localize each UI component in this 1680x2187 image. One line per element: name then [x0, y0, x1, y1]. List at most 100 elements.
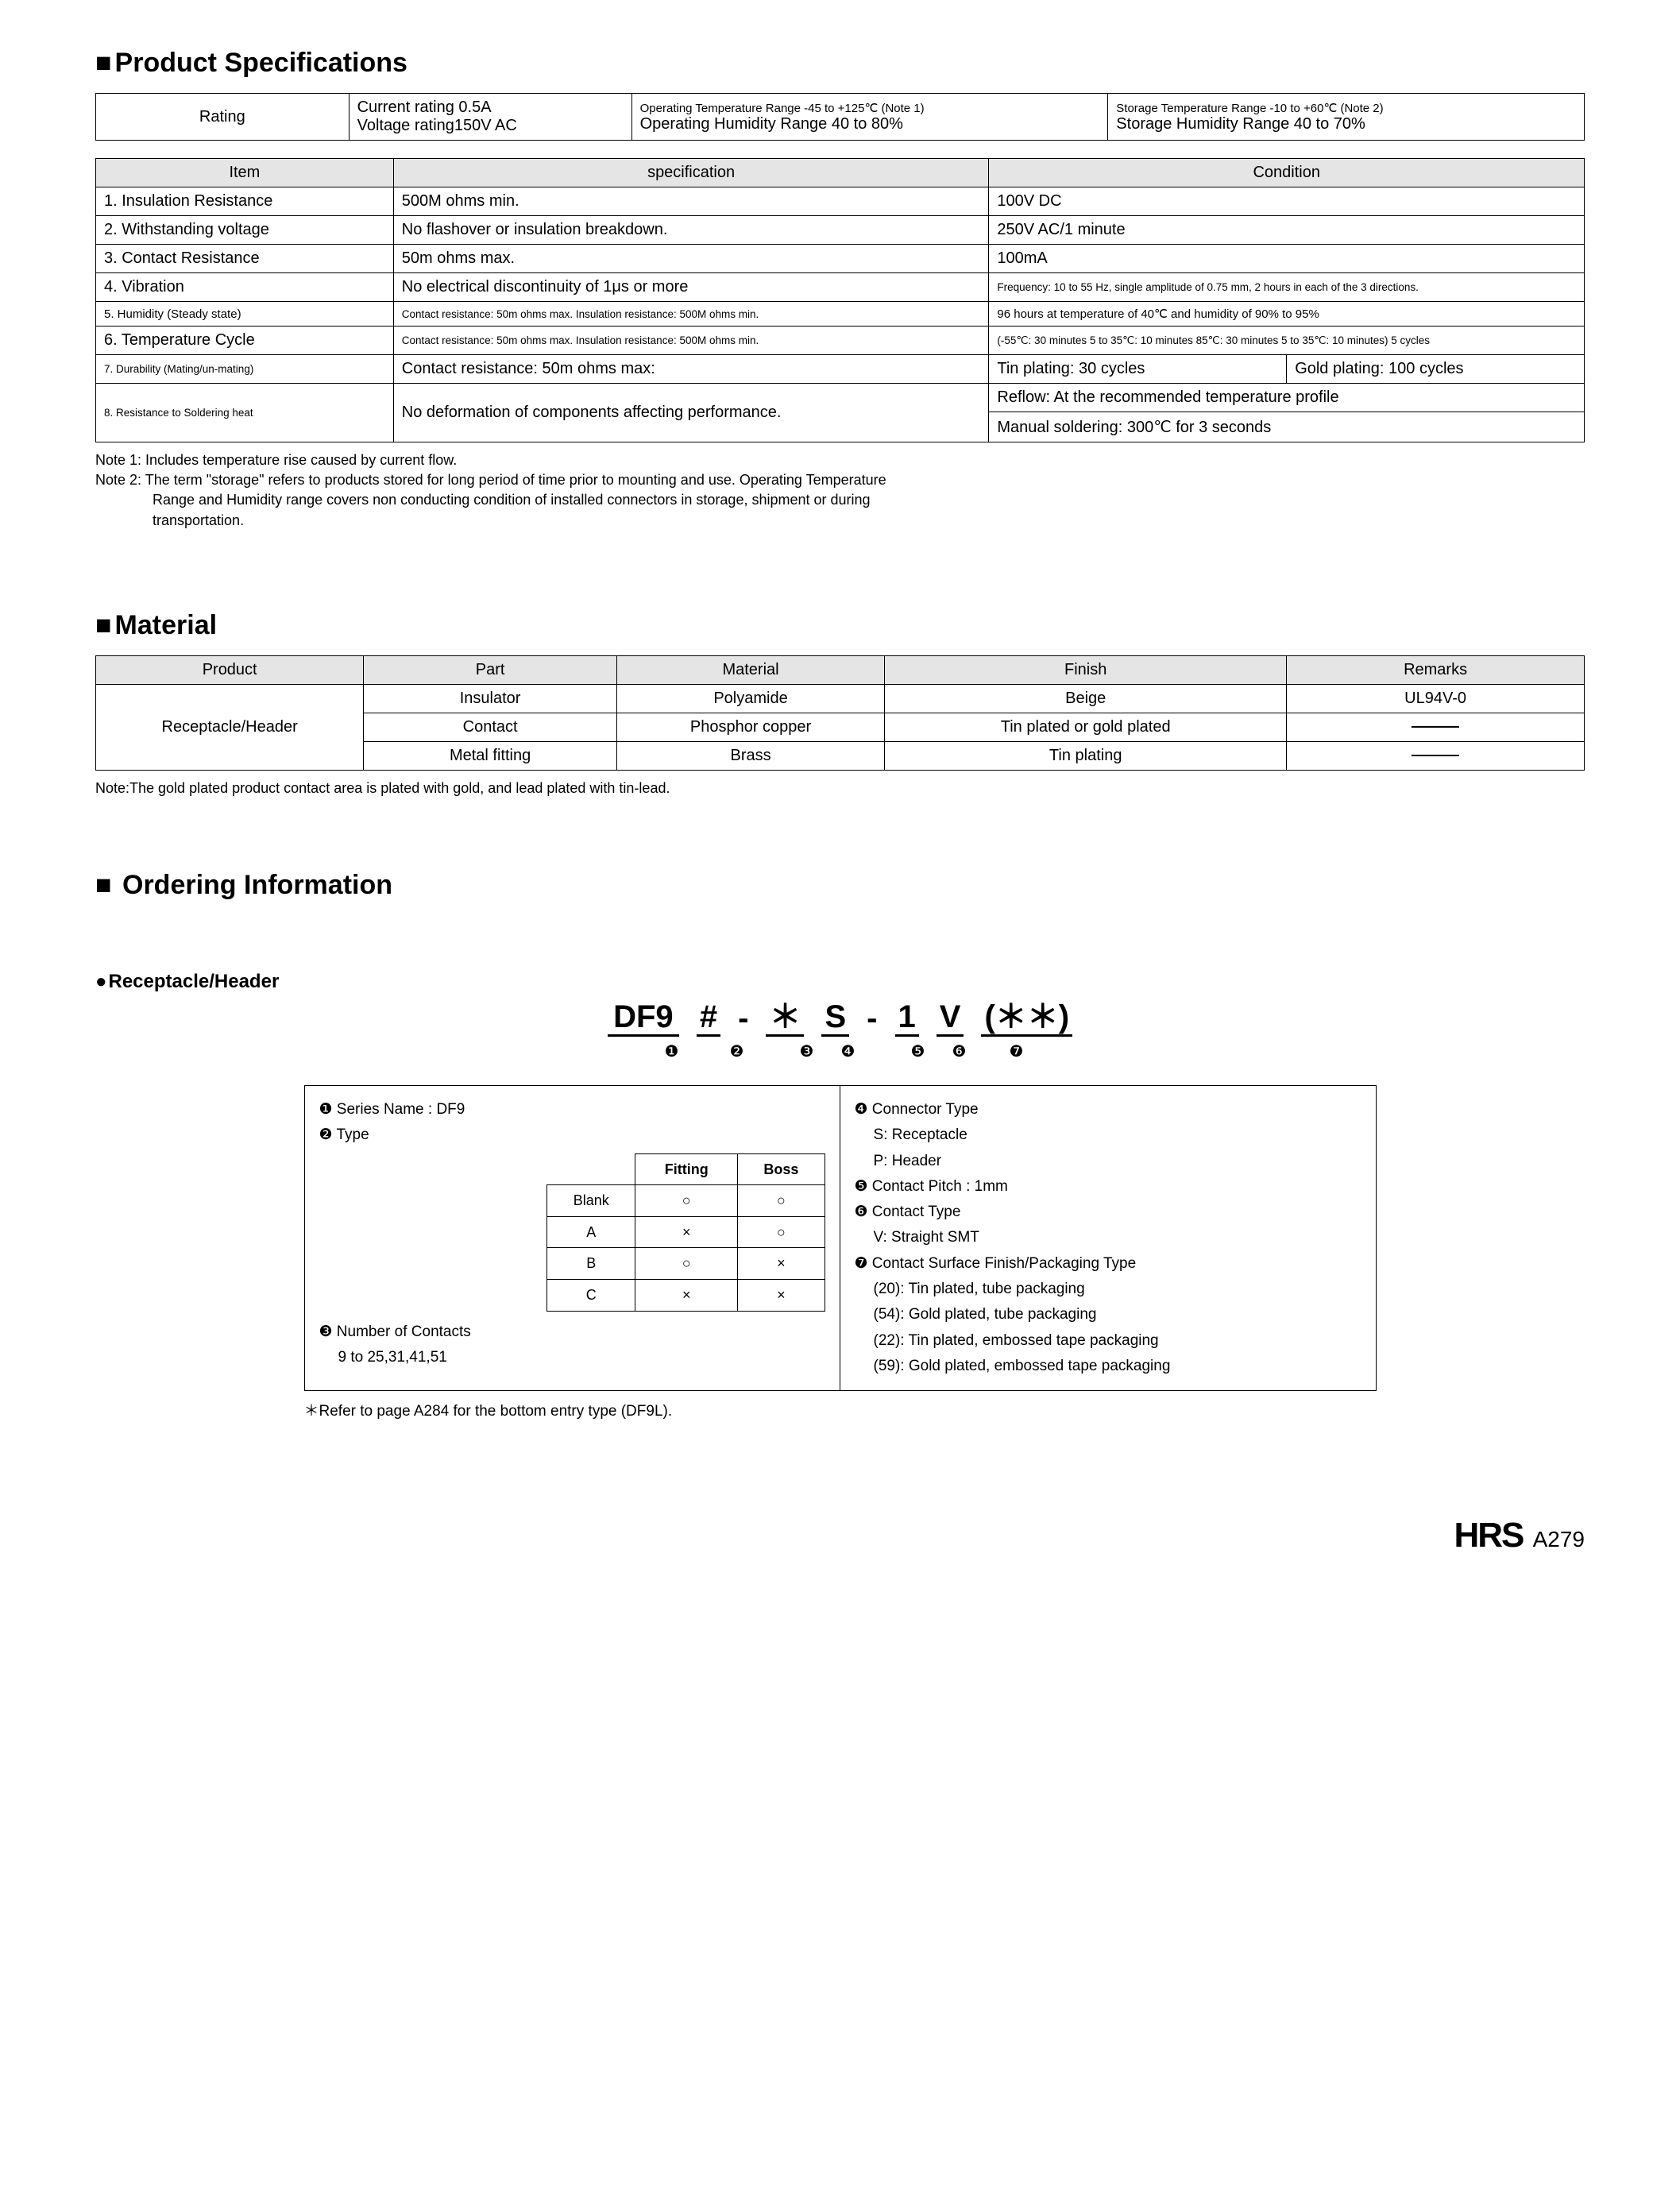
- mat-h-remarks: Remarks: [1287, 655, 1585, 684]
- spec-spec: Contact resistance: 50m ohms max:: [393, 355, 989, 384]
- pn-sep: -: [738, 1001, 748, 1037]
- mat-remarks: [1287, 741, 1585, 770]
- spec-item: 4. Vibration: [96, 273, 394, 302]
- ordering-left: ❶ Series Name : DF9 ❷ Type FittingBoss B…: [305, 1086, 840, 1390]
- ord-l3: ❸ Number of Contacts: [319, 1320, 825, 1345]
- pn-seg: ＊: [766, 1001, 804, 1037]
- ord-r4d: (59): Gold plated, embossed tape packagi…: [855, 1354, 1361, 1379]
- page-footer: HRS A279: [95, 1516, 1585, 1555]
- tt-k: C: [547, 1279, 635, 1311]
- spec-spec: No electrical discontinuity of 1μs or mo…: [393, 273, 989, 302]
- spec-item: 1. Insulation Resistance: [96, 187, 394, 216]
- spec-cond-a: Reflow: At the recommended temperature p…: [989, 384, 1585, 412]
- table-row: 7. Durability (Mating/un-mating) Contact…: [96, 355, 1585, 384]
- spec-spec: Contact resistance: 50m ohms max. Insula…: [393, 302, 989, 327]
- ord-r1: ❹ Connector Type: [855, 1097, 1361, 1122]
- ord-r4a: (20): Tin plated, tube packaging: [855, 1277, 1361, 1302]
- spec-item: 3. Contact Resistance: [96, 245, 394, 273]
- spec-spec: 500M ohms min.: [393, 187, 989, 216]
- table-row: Blank○○: [547, 1185, 825, 1217]
- ord-l2: ❷ Type: [319, 1122, 825, 1148]
- pn-circle: [767, 1041, 778, 1061]
- mat-part: Contact: [364, 713, 617, 741]
- sub-receptacle: Receptacle/Header: [95, 971, 1585, 993]
- spec-cond: 250V AC/1 minute: [989, 216, 1585, 245]
- spec-cond: Frequency: 10 to 55 Hz, single amplitude…: [989, 273, 1585, 302]
- tt-k: A: [547, 1216, 635, 1248]
- part-number-diagram: DF9 # - ＊ S - 1 V (＊＊) ❶ ❷ ❸ ❹ ❺ ❻ ❼: [95, 1001, 1585, 1061]
- table-row: C××: [547, 1279, 825, 1311]
- ord-l4: 9 to 25,31,41,51: [319, 1345, 825, 1370]
- mat-material: Phosphor copper: [616, 713, 884, 741]
- spec-notes: Note 1: Includes temperature rise caused…: [95, 450, 1585, 531]
- spec-h-cond: Condition: [989, 159, 1585, 187]
- table-row: B○×: [547, 1248, 825, 1280]
- pn-circle: ❹: [836, 1041, 860, 1061]
- spec-item: 2. Withstanding voltage: [96, 216, 394, 245]
- rating-c2b: Operating Humidity Range 40 to 80%: [640, 115, 1100, 133]
- ord-l1: ❶ Series Name : DF9: [319, 1097, 825, 1122]
- type-table: FittingBoss Blank○○ A×○ B○× C××: [546, 1153, 825, 1312]
- tt-h-boss: Boss: [738, 1153, 825, 1185]
- spec-h-item: Item: [96, 159, 394, 187]
- mat-remarks: UL94V-0: [1287, 684, 1585, 713]
- ord-r4b: (54): Gold plated, tube packaging: [855, 1302, 1361, 1327]
- spec-table: Item specification Condition 1. Insulati…: [95, 158, 1585, 442]
- tt-f: ○: [635, 1185, 738, 1217]
- page-number: A279: [1533, 1527, 1585, 1551]
- pn-seg: V: [937, 1001, 964, 1037]
- table-row: 1. Insulation Resistance500M ohms min.10…: [96, 187, 1585, 216]
- material-table: Product Part Material Finish Remarks Rec…: [95, 655, 1585, 771]
- note1: Note 1: Includes temperature rise caused…: [95, 450, 1585, 470]
- pn-circle: ❷: [725, 1041, 749, 1061]
- pn-circle: ❶: [636, 1041, 708, 1061]
- rating-c1: Current rating 0.5A Voltage rating150V A…: [349, 94, 631, 141]
- table-row: 3. Contact Resistance50m ohms max.100mA: [96, 245, 1585, 273]
- note2a: Note 2: The term "storage" refers to pro…: [95, 470, 1585, 490]
- pn-seg: S: [821, 1001, 849, 1037]
- mat-remarks: [1287, 713, 1585, 741]
- rating-c2a: Operating Temperature Range -45 to +125℃…: [640, 101, 1100, 115]
- rating-label: Rating: [96, 94, 350, 141]
- mat-part: Metal fitting: [364, 741, 617, 770]
- tt-b: ×: [738, 1248, 825, 1280]
- mat-h-part: Part: [364, 655, 617, 684]
- spec-cond-b: Manual soldering: 300℃ for 3 seconds: [989, 412, 1585, 442]
- ord-r1a: S: Receptacle: [855, 1122, 1361, 1148]
- mat-part: Insulator: [364, 684, 617, 713]
- tt-k: Blank: [547, 1185, 635, 1217]
- mat-material: Brass: [616, 741, 884, 770]
- spec-item: 6. Temperature Cycle: [96, 327, 394, 355]
- ord-r4c: (22): Tin plated, embossed tape packagin…: [855, 1328, 1361, 1354]
- pn-seg: #: [697, 1001, 720, 1037]
- rating-c2: Operating Temperature Range -45 to +125℃…: [631, 94, 1108, 141]
- mat-material: Polyamide: [616, 684, 884, 713]
- table-row: 8. Resistance to Soldering heat No defor…: [96, 384, 1585, 412]
- pn-seg: DF9: [608, 1001, 679, 1037]
- table-row: 5. Humidity (Steady state)Contact resist…: [96, 302, 1585, 327]
- spec-item: 5. Humidity (Steady state): [96, 302, 394, 327]
- spec-spec: Contact resistance: 50m ohms max. Insula…: [393, 327, 989, 355]
- tt-f: ×: [635, 1279, 738, 1311]
- rating-c3b: Storage Humidity Range 40 to 70%: [1116, 115, 1576, 133]
- spec-cond: (-55℃: 30 minutes 5 to 35℃: 10 minutes 8…: [989, 327, 1585, 355]
- mat-h-material: Material: [616, 655, 884, 684]
- table-row: 2. Withstanding voltageNo flashover or i…: [96, 216, 1585, 245]
- section-title-ordering: Ordering Information: [95, 870, 1585, 901]
- rating-c3: Storage Temperature Range -10 to +60℃ (N…: [1108, 94, 1585, 141]
- note2b: Range and Humidity range covers non cond…: [95, 490, 1585, 510]
- table-row: Receptacle/Header Insulator Polyamide Be…: [96, 684, 1585, 713]
- mat-product: Receptacle/Header: [96, 684, 364, 770]
- tt-f: ×: [635, 1216, 738, 1248]
- spec-cond-a: Tin plating: 30 cycles: [989, 355, 1287, 384]
- ord-r3a: V: Straight SMT: [855, 1225, 1361, 1250]
- tt-f: ○: [635, 1248, 738, 1280]
- mat-finish: Tin plated or gold plated: [885, 713, 1287, 741]
- spec-cond: 96 hours at temperature of 40℃ and humid…: [989, 302, 1585, 327]
- pn-circle: ❻: [948, 1041, 971, 1061]
- spec-item: 8. Resistance to Soldering heat: [96, 384, 394, 442]
- pn-circle: ❸: [795, 1041, 819, 1061]
- tt-k: B: [547, 1248, 635, 1280]
- ordering-right: ❹ Connector Type S: Receptacle P: Header…: [840, 1086, 1376, 1390]
- mat-h-product: Product: [96, 655, 364, 684]
